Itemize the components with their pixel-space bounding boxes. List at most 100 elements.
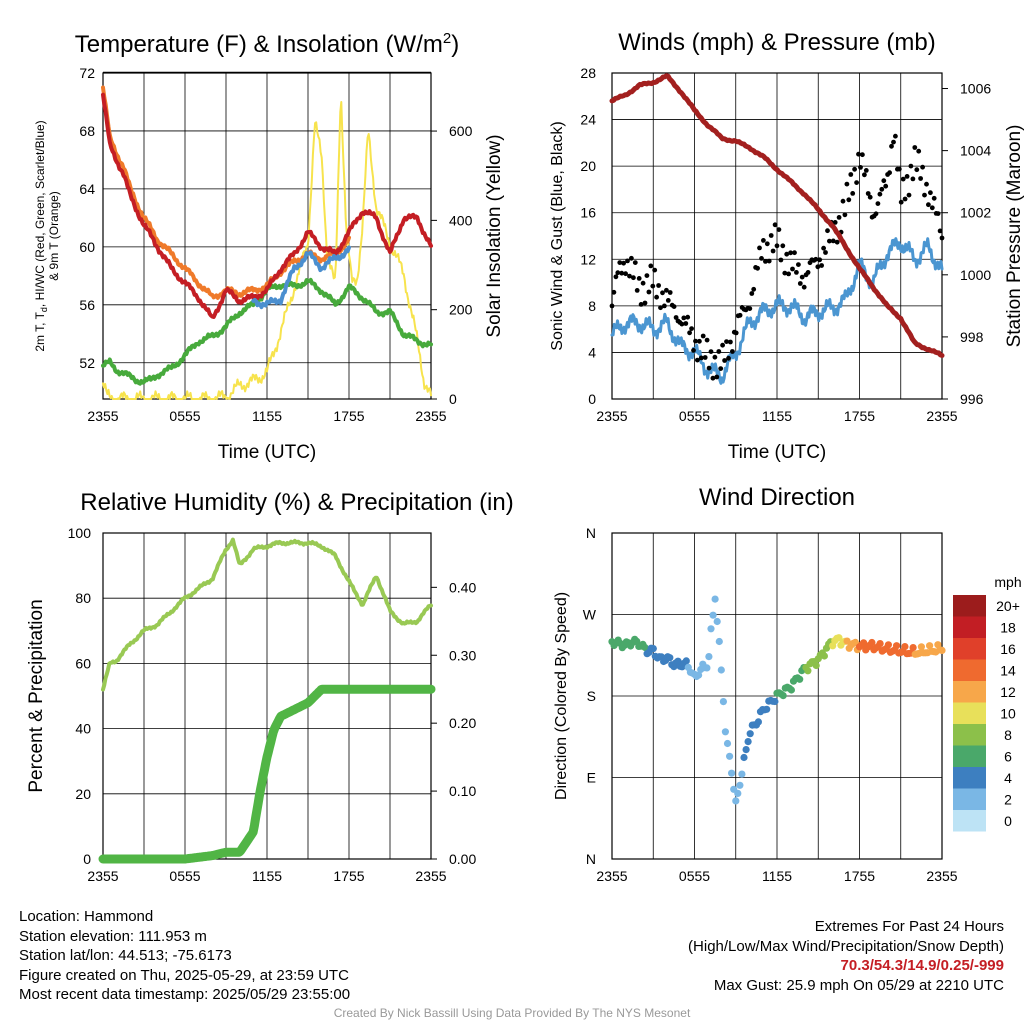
y2-tick-label: 1002 [960,205,991,221]
gust-point [881,178,887,184]
station-metadata: Location: Hammond Station elevation: 111… [19,907,350,1005]
gust-point [867,194,873,200]
gust-point [631,275,636,281]
x-axis-label: Time (UTC) [218,442,317,463]
gust-point [644,273,650,278]
direction-point [738,770,746,778]
y2-tick-label: 998 [960,329,984,345]
gust-point [926,202,931,208]
colorbar-swatch [953,659,986,681]
gust-point [629,255,634,261]
gust-point [819,263,824,268]
gust-point [790,266,795,272]
gust-point [902,196,908,202]
wind-pressure-chart: Winds (mph) & Pressure (mb) 2355 0555 1155 1… [549,29,1024,463]
direction-point [713,617,721,626]
gust-point [908,163,914,169]
gust-point [920,164,925,170]
gust-point [640,280,646,286]
gust-point [654,294,659,300]
x-tick-label: 2355 [926,868,957,884]
x-tick-label: 1755 [844,408,875,424]
gust-point [671,304,677,309]
gust-point [825,228,830,234]
direction-point [926,642,934,650]
direction-point [740,753,748,762]
gust-point [714,374,720,380]
gust-point [887,170,892,176]
colorbar-swatch [953,616,986,638]
colorbar-swatch [953,724,986,746]
gust-point [759,256,764,261]
gust-point [842,212,848,218]
heat-index-line [251,245,351,310]
colorbar-swatch [953,595,986,617]
gust-point [708,349,714,354]
y2-axis-label: Solar Insolation (Yellow) [484,134,505,337]
gust-point [877,191,883,197]
latlon-text: Station lat/lon: 44.513; -75.6173 [19,947,232,964]
gust-point [863,168,869,173]
gust-point [774,243,780,249]
y2-tick-label: 200 [449,302,473,318]
gust-point [924,181,929,187]
x-tick-label: 1755 [333,408,364,424]
gust-point [912,145,918,150]
y-tick-label: 20 [580,158,596,174]
gust-point [788,250,793,256]
y-tick-label: 56 [79,297,95,313]
rh-line [101,537,433,692]
gust-point [929,205,935,211]
gust-point [722,358,727,363]
direction-point [804,667,812,675]
x-tick-label: 1155 [762,408,792,424]
gust-point [794,270,799,275]
direction-point [719,698,728,706]
direction-point [796,675,804,683]
gust-point [883,183,889,189]
x-tick-label: 1755 [844,868,875,884]
y-tick-label: W [583,607,597,623]
gust-point [799,274,805,280]
sonic-wind-line [610,237,944,385]
precip-line [98,684,436,864]
gust-point [896,166,902,172]
gust-point [854,180,859,186]
gust-point [664,287,669,293]
direction-point [707,625,715,633]
gust-point [700,333,706,339]
direction-point [917,643,926,651]
gust-point [873,211,879,217]
gust-point [636,276,642,281]
chart-title: Temperature (F) & Insolation (W/m2) [75,30,459,58]
y-axis-label-group: Direction (Colored By Speed) [553,592,570,800]
x-tick-label: 0555 [169,868,200,884]
elevation-text: Station elevation: 111.953 m [19,927,207,945]
gust-point [625,258,630,264]
gust-point [914,167,920,173]
gust-point [763,259,768,264]
direction-point [649,645,657,653]
humidity-precip-chart: Relative Humidity (%) & Precipitation (i… [26,489,514,884]
gust-point [623,271,628,277]
y-tick-label: E [587,770,596,786]
gust-point [844,181,850,187]
gust-point [889,143,894,149]
colorbar-label: 0 [1004,813,1012,829]
colorbar-swatch [953,810,986,832]
y2-tick-label: 0.40 [449,579,476,595]
direction-point [820,652,829,660]
y2-tick-label: 0.00 [449,851,476,867]
direction-point [641,643,649,652]
gust-point [720,342,725,348]
extremes-title: Extremes For Past 24 Hours [814,918,1004,935]
gust-point [784,251,790,257]
direction-point [717,666,725,674]
gust-point [749,291,755,296]
direction-point [723,739,732,748]
colorbar-label: 12 [1000,684,1016,700]
gust-point [751,286,757,292]
y-tick-label: 64 [79,181,95,197]
gust-point [935,211,941,217]
gust-point [642,300,648,306]
